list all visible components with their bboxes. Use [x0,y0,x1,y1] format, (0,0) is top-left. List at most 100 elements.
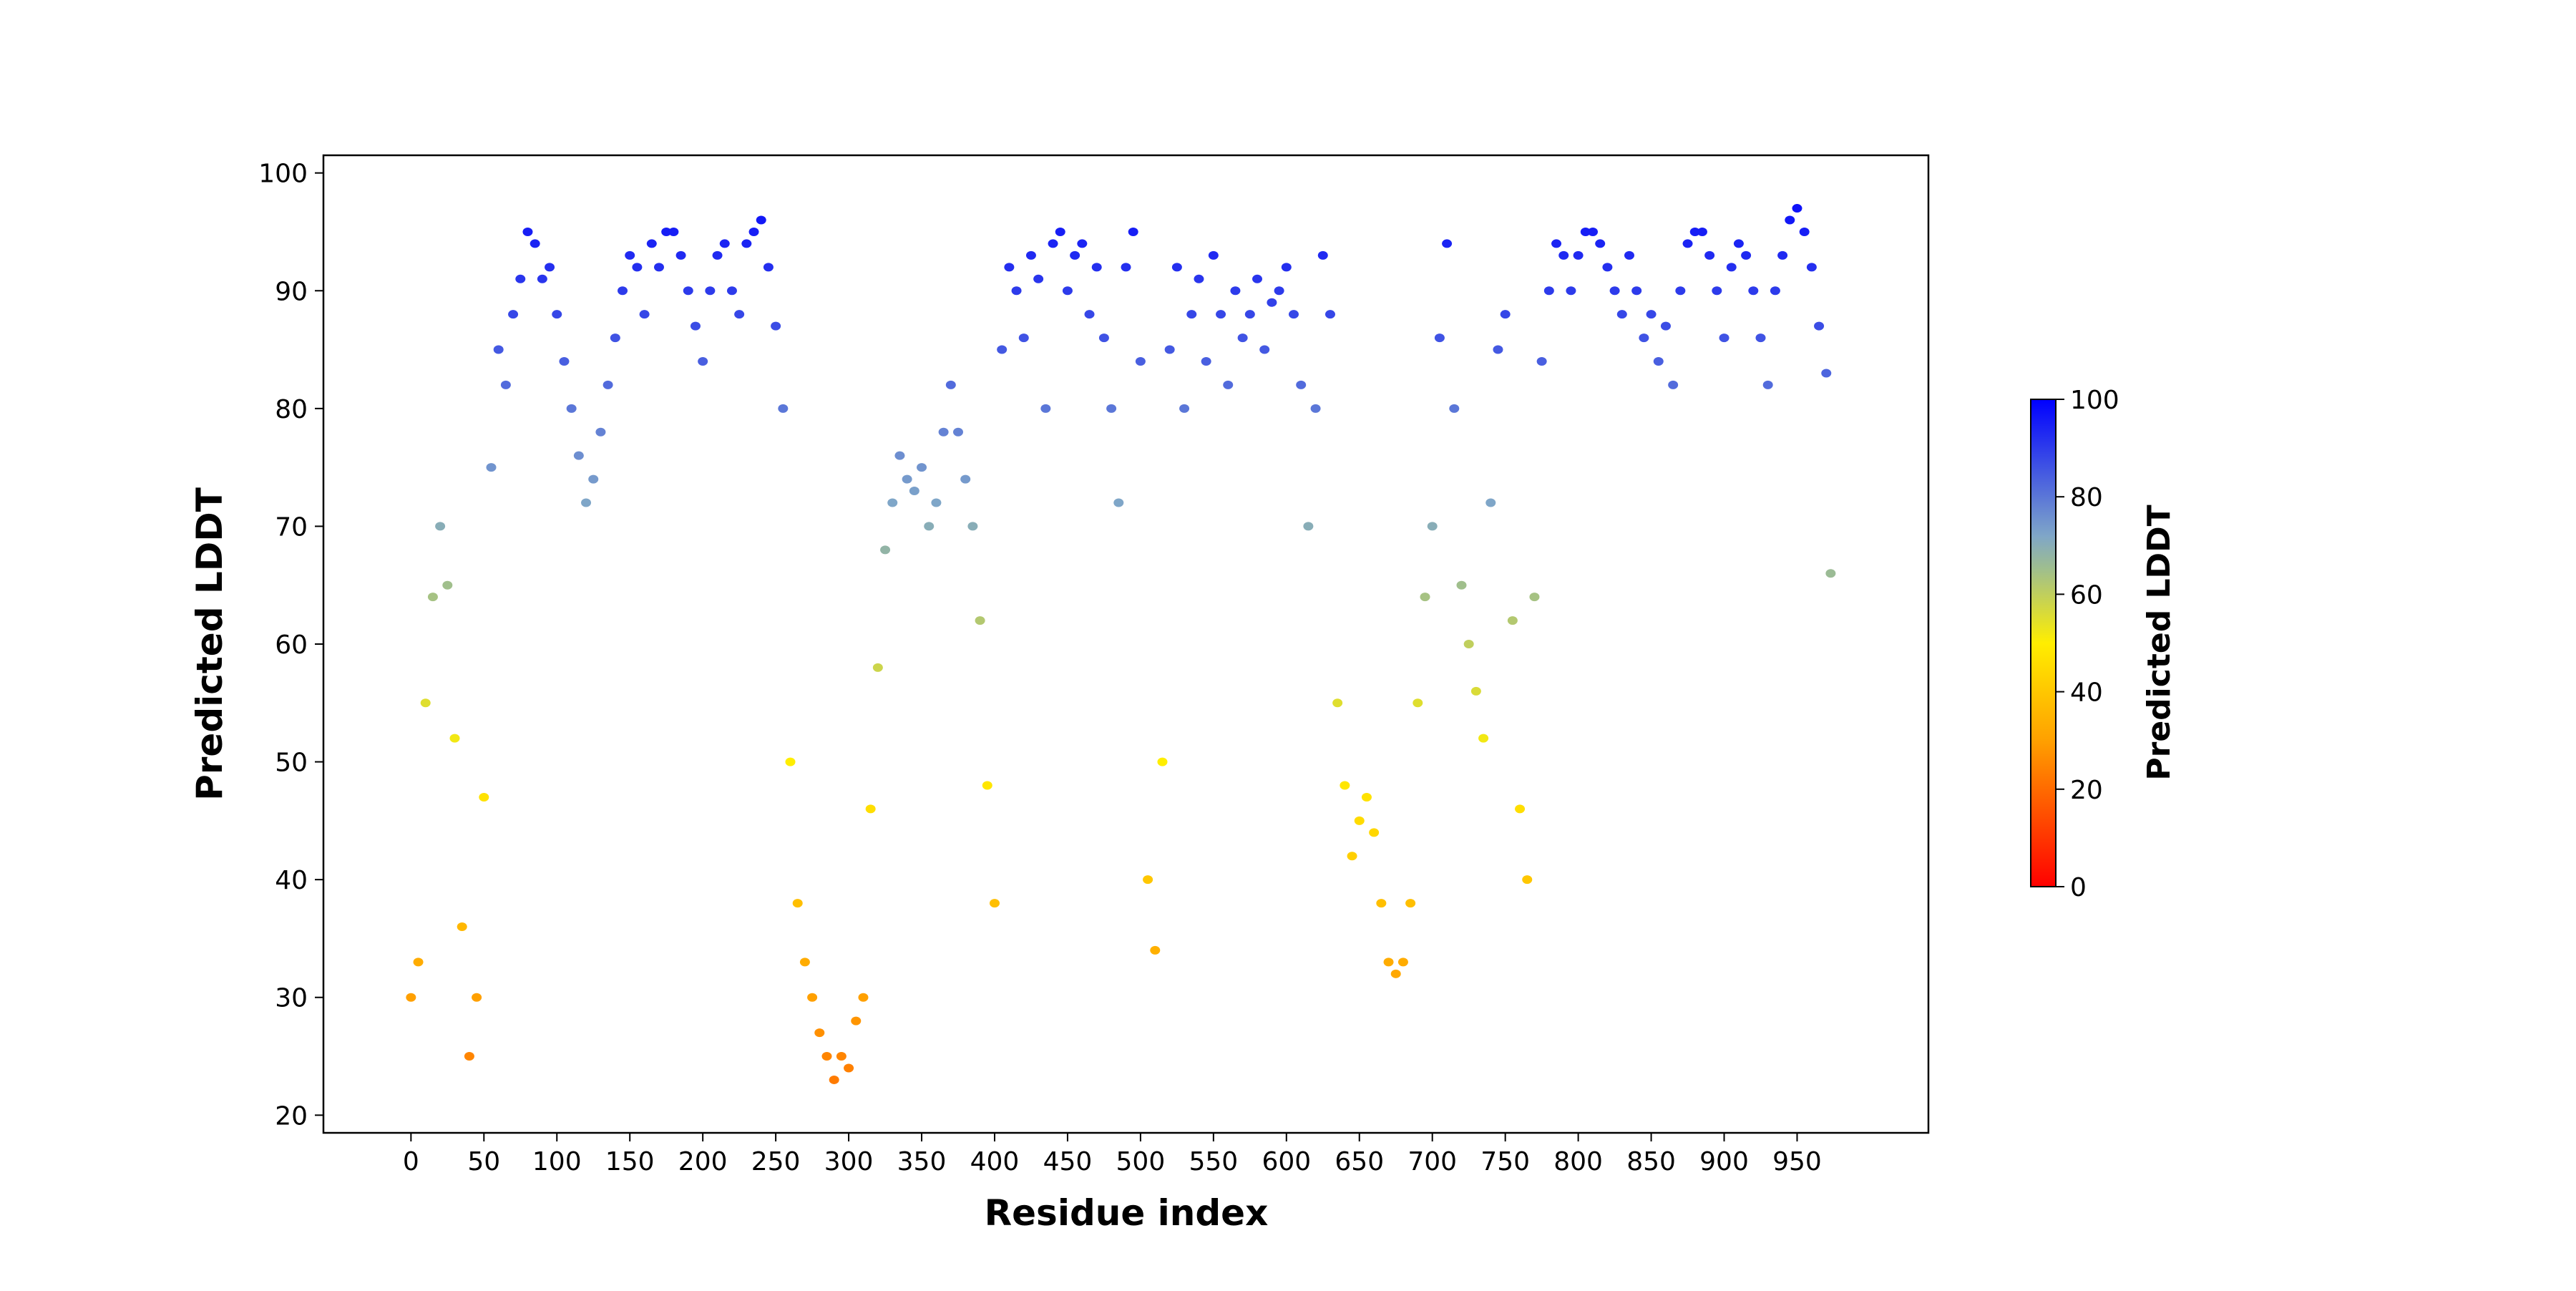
data-point [748,227,759,236]
data-point [756,215,766,225]
data-point [1296,380,1307,389]
data-point [851,1016,862,1026]
data-point [1310,404,1321,413]
data-point [705,286,716,296]
data-point [1427,522,1438,531]
colorbar-label: Predicted LDDT [2141,505,2177,780]
data-point [1689,227,1700,236]
data-point [975,616,985,625]
data-point [771,321,781,331]
data-point [690,321,701,331]
data-point [1543,286,1554,296]
data-point [1478,734,1489,743]
data-point [1675,286,1686,296]
data-point [573,451,584,460]
data-point [807,993,818,1002]
data-point [1361,792,1372,802]
data-point [566,404,577,413]
data-point [1062,286,1073,296]
data-point [1397,958,1408,967]
data-point [1055,227,1065,236]
data-point [836,1052,847,1061]
data-point [1347,852,1357,861]
data-point [719,239,730,248]
data-point [610,333,620,343]
data-point [887,498,898,507]
colorbar-gradient [2030,399,2057,887]
data-point [1070,250,1080,260]
data-point [894,451,905,460]
data-point [799,958,810,967]
data-point [1777,250,1788,260]
data-point [1660,321,1671,331]
data-point [1551,239,1562,248]
data-point [1719,333,1729,343]
data-point [1631,286,1642,296]
data-point [1770,286,1780,296]
data-point [1755,333,1766,343]
y-tick-label: 70 [275,512,308,542]
x-tick-label: 600 [1262,1147,1311,1176]
data-point [1252,274,1263,283]
data-point [778,404,789,413]
data-point [1434,333,1445,343]
data-point [829,1075,839,1084]
data-point [675,250,686,260]
data-point [1340,781,1350,790]
data-point [595,427,606,437]
y-axis-ticks: 20 30 40 50 60 70 80 90 100 [258,160,323,1131]
data-point [931,498,942,507]
data-point [1493,345,1503,354]
data-point [1106,404,1117,413]
data-point [1595,239,1606,248]
data-point [698,357,708,366]
data-point [917,463,927,472]
data-point [464,1052,474,1061]
data-point [1522,875,1533,885]
data-point [1201,357,1211,366]
data-point [1084,310,1095,319]
data-point [763,263,774,272]
data-point [726,286,737,296]
data-point [1733,239,1744,248]
data-point [1420,593,1430,602]
data-point [1091,263,1102,272]
data-point [1208,250,1219,260]
x-tick-label: 450 [1043,1147,1093,1176]
data-point [486,463,497,472]
data-point [1726,263,1737,272]
data-point [741,239,752,248]
data-point [872,663,883,672]
data-point [1113,498,1124,507]
colorbar-tick-label: 100 [2070,386,2119,415]
data-point [792,899,803,908]
x-tick-label: 300 [824,1147,874,1176]
data-point [1011,286,1022,296]
y-tick-label: 80 [275,395,308,424]
data-point [1230,286,1241,296]
data-point [1588,227,1599,236]
x-tick-label: 0 [403,1147,419,1176]
data-point [472,993,482,1002]
x-tick-label: 150 [605,1147,655,1176]
data-point [1704,250,1715,260]
data-point [1653,357,1664,366]
data-point [1515,804,1526,814]
data-point [1143,875,1153,885]
data-point [785,757,796,766]
data-point [639,310,650,319]
data-point [909,487,919,496]
x-tick-label: 100 [532,1147,582,1176]
data-points [406,204,1836,1084]
y-tick-label: 30 [275,984,308,1013]
data-point [1383,958,1394,967]
data-point [1449,404,1460,413]
data-point [1463,640,1474,648]
data-point [1470,686,1481,696]
y-tick-label: 50 [275,749,308,778]
data-point [457,922,467,931]
data-point [427,593,438,602]
y-tick-label: 40 [275,866,308,895]
data-point [522,227,533,236]
data-point [1821,369,1832,378]
